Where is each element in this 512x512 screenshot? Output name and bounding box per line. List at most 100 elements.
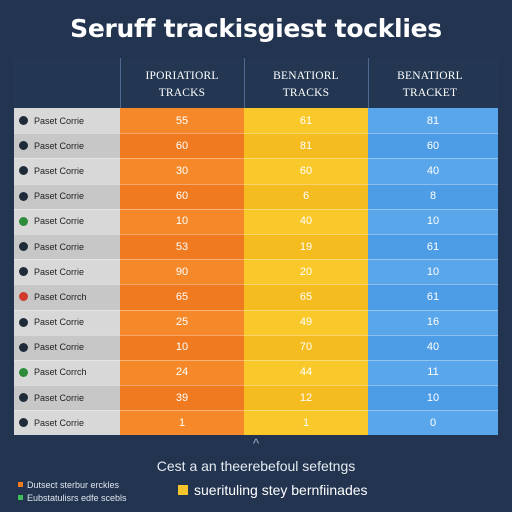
value-cell-col3: 40 xyxy=(368,158,498,184)
row-divider xyxy=(14,359,498,361)
value-cell-col3: 61 xyxy=(368,233,498,260)
footer-note: Cest a an theerebefoul sefetngs xyxy=(156,458,356,474)
header-divider xyxy=(368,58,369,108)
value-cell-col1: 10 xyxy=(120,208,244,234)
row-label: Paset Corrie xyxy=(34,342,85,353)
table-row: Paset Corrie 10 40 10 xyxy=(14,208,498,234)
value-cell-col1: 39 xyxy=(120,385,244,411)
column-header-2: BENATIORL TRACKS xyxy=(244,68,368,102)
table-row: Paset Corrie 39 12 10 xyxy=(14,385,498,411)
row-divider xyxy=(14,133,498,135)
column-header-3-line2: TRACKET xyxy=(402,87,458,99)
header-divider xyxy=(120,58,121,108)
status-dot-icon xyxy=(19,191,28,201)
row-label: Paset Corrie xyxy=(34,417,85,428)
table-row: Paset Corrie 90 20 10 xyxy=(14,259,498,285)
row-label: Paset Corrie xyxy=(34,216,85,227)
row-divider xyxy=(14,334,498,336)
value-cell-col2: 44 xyxy=(244,359,368,386)
legend: Dutsect sterbur erckles Eubstatulisrs ed… xyxy=(18,478,127,504)
row-label: Paset Corrie xyxy=(34,140,85,151)
column-header-3-line1: BENATIORL xyxy=(397,70,463,82)
row-label-cell: Paset Corrie xyxy=(14,385,120,411)
value-cell-col1: 30 xyxy=(120,158,244,184)
value-cell-col2: 65 xyxy=(244,284,368,310)
value-cell-col3: 8 xyxy=(368,183,498,209)
status-dot-icon xyxy=(19,367,28,377)
table-row: Paset Corrch 65 65 61 xyxy=(14,284,498,310)
status-dot-icon xyxy=(19,166,28,176)
column-header-1-line1: IPORIATIORL xyxy=(145,70,219,82)
value-cell-col3: 10 xyxy=(368,208,498,234)
footer-swatch xyxy=(178,485,188,495)
row-label: Paset Corrie xyxy=(34,317,85,328)
column-header-3: BENATIORL TRACKET xyxy=(368,68,492,102)
row-divider xyxy=(14,385,498,387)
row-divider xyxy=(14,158,498,160)
table-row: Paset Corrie 10 70 40 xyxy=(14,334,498,360)
value-cell-col2: 19 xyxy=(244,233,368,260)
value-cell-col2: 20 xyxy=(244,259,368,285)
row-label-cell: Paset Corrie xyxy=(14,259,120,285)
column-header-band xyxy=(14,58,498,108)
legend-item: Dutsect sterbur erckles xyxy=(18,478,127,491)
row-label: Paset Corrie xyxy=(34,165,85,176)
value-cell-col2: 70 xyxy=(244,334,368,360)
value-cell-col3: 10 xyxy=(368,385,498,411)
row-label: Paset Corrie xyxy=(34,115,85,126)
value-cell-col1: 60 xyxy=(120,183,244,209)
legend-label: Eubstatulisrs edfe scebls xyxy=(27,492,127,503)
value-cell-col2: 12 xyxy=(244,385,368,411)
table-row: Paset Corrie 53 19 61 xyxy=(14,233,498,260)
status-dot-icon xyxy=(19,267,28,277)
table-row: Paset Corrie 1 1 0 xyxy=(14,410,498,436)
caret-up-icon: ^ xyxy=(252,436,260,451)
row-divider xyxy=(14,259,498,261)
status-dot-icon xyxy=(19,116,28,126)
row-label-cell: Paset Corrie xyxy=(14,133,120,159)
legend-swatch xyxy=(18,495,23,500)
row-label: Paset Corrie xyxy=(34,241,85,252)
value-cell-col3: 81 xyxy=(368,108,498,134)
column-header-2-line1: BENATIORL xyxy=(273,70,339,82)
legend-item: Eubstatulisrs edfe scebls xyxy=(18,491,127,504)
table-row: Paset Corrie 60 6 8 xyxy=(14,183,498,209)
status-dot-icon xyxy=(19,393,28,403)
row-label-cell: Paset Corrie xyxy=(14,410,120,436)
legend-label: Dutsect sterbur erckles xyxy=(27,479,120,490)
value-cell-col1: 25 xyxy=(120,309,244,335)
row-divider xyxy=(14,410,498,412)
value-cell-col2: 49 xyxy=(244,309,368,335)
column-header-1: IPORIATIORL TRACKS xyxy=(120,68,244,102)
value-cell-col1: 55 xyxy=(120,108,244,134)
row-label-cell: Paset Corrie xyxy=(14,158,120,184)
value-cell-col1: 53 xyxy=(120,233,244,260)
row-label-cell: Paset Corrch xyxy=(14,284,120,310)
row-label-cell: Paset Corrie xyxy=(14,233,120,260)
value-cell-col3: 61 xyxy=(368,284,498,310)
row-label: Paset Corrch xyxy=(34,291,87,302)
value-cell-col3: 60 xyxy=(368,133,498,159)
header-divider xyxy=(244,58,245,108)
row-label-cell: Paset Corrie xyxy=(14,183,120,209)
row-label: Paset Corrie xyxy=(34,266,85,277)
row-label-cell: Paset Corrie xyxy=(14,208,120,234)
value-cell-col3: 11 xyxy=(368,359,498,386)
value-cell-col1: 10 xyxy=(120,334,244,360)
status-dot-icon xyxy=(19,342,28,352)
row-label-cell: Paset Corrie xyxy=(14,309,120,335)
row-label: Paset Corrch xyxy=(34,367,87,378)
value-cell-col1: 1 xyxy=(120,410,244,436)
status-dot-icon xyxy=(19,418,28,428)
value-cell-col2: 81 xyxy=(244,133,368,159)
status-dot-icon xyxy=(19,216,28,226)
row-label: Paset Corrie xyxy=(34,191,85,202)
row-label-cell: Paset Corrie xyxy=(14,108,120,134)
column-header-1-line2: TRACKS xyxy=(158,87,206,99)
value-cell-col3: 16 xyxy=(368,309,498,335)
row-divider xyxy=(14,183,498,185)
status-dot-icon xyxy=(19,242,28,252)
table-row: Paset Corrie 60 81 60 xyxy=(14,133,498,159)
value-cell-col2: 1 xyxy=(244,410,368,436)
footer-swatch-line: suerituling stey bernfiinades xyxy=(178,482,368,498)
